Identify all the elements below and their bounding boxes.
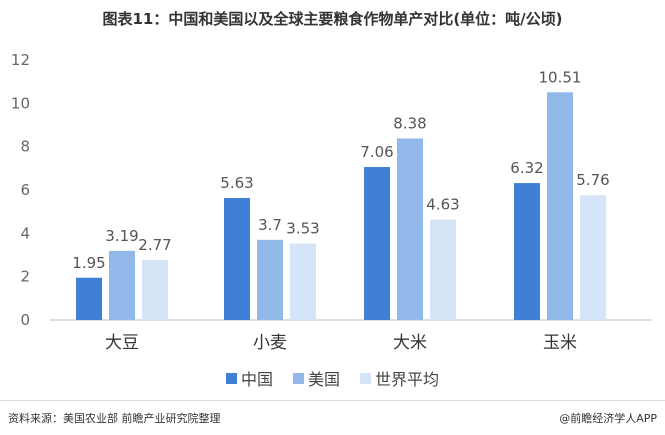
bar-usa xyxy=(257,239,283,320)
bar-usa xyxy=(397,138,423,320)
legend-item-world: 世界平均 xyxy=(360,366,439,390)
footer-divider xyxy=(0,400,665,401)
bar-world xyxy=(142,259,168,320)
x-tick-label: 玉米 xyxy=(543,333,577,353)
bar-world xyxy=(580,195,606,320)
data-label-world: 4.63 xyxy=(426,196,459,214)
bar-usa xyxy=(109,250,135,320)
data-label-world: 5.76 xyxy=(576,171,609,189)
data-label-china: 5.63 xyxy=(220,174,253,192)
y-tick-label: 10 xyxy=(11,94,30,112)
y-tick-label: 8 xyxy=(20,138,30,156)
chart-title: 图表11：中国和美国以及全球主要粮食作物单产对比(单位：吨/公顷) xyxy=(102,10,563,28)
y-tick-label: 0 xyxy=(20,311,30,329)
data-label-world: 2.77 xyxy=(138,236,171,254)
brand-credit: @前瞻经济学人APP xyxy=(559,412,657,425)
data-label-usa: 3.19 xyxy=(105,227,138,245)
bar-china xyxy=(76,277,102,320)
y-tick-label: 6 xyxy=(20,181,30,199)
data-label-china: 6.32 xyxy=(510,159,543,177)
legend-swatch-china xyxy=(225,372,237,384)
y-tick-label: 12 xyxy=(11,51,30,69)
x-tick-label: 小麦 xyxy=(253,333,287,353)
y-tick-label: 4 xyxy=(20,224,30,242)
legend: 中国 美国 世界平均 xyxy=(0,366,665,390)
x-tick-label: 大豆 xyxy=(105,333,139,353)
legend-swatch-usa xyxy=(292,372,304,384)
bar-china xyxy=(224,198,250,320)
x-tick-label: 大米 xyxy=(393,333,427,353)
legend-label-china: 中国 xyxy=(240,370,273,389)
data-label-world: 3.53 xyxy=(286,220,319,238)
source-note: 资料来源：美国农业部 前瞻产业研究院整理 xyxy=(8,412,221,425)
bar-china xyxy=(514,183,540,320)
legend-label-world: 世界平均 xyxy=(375,370,440,389)
bar-world xyxy=(430,219,456,320)
bar-usa xyxy=(547,92,573,321)
data-label-usa: 3.7 xyxy=(258,216,282,234)
data-label-china: 1.95 xyxy=(72,254,105,272)
data-label-usa: 8.38 xyxy=(393,114,426,132)
legend-item-china: 中国 xyxy=(225,366,273,390)
y-tick-label: 2 xyxy=(20,268,30,286)
bar-world xyxy=(290,243,316,320)
data-label-usa: 10.51 xyxy=(539,68,582,86)
bar-china xyxy=(364,167,390,320)
bar-chart: 0 2 4 6 8 10 12 1.953.192.77 大豆 5.63 3.7 3.53 小麦 7.06… xyxy=(11,51,652,353)
legend-item-usa: 美国 xyxy=(292,366,340,390)
legend-swatch-world xyxy=(360,372,371,384)
legend-label-usa: 美国 xyxy=(307,370,340,389)
data-label-china: 7.06 xyxy=(360,143,393,161)
